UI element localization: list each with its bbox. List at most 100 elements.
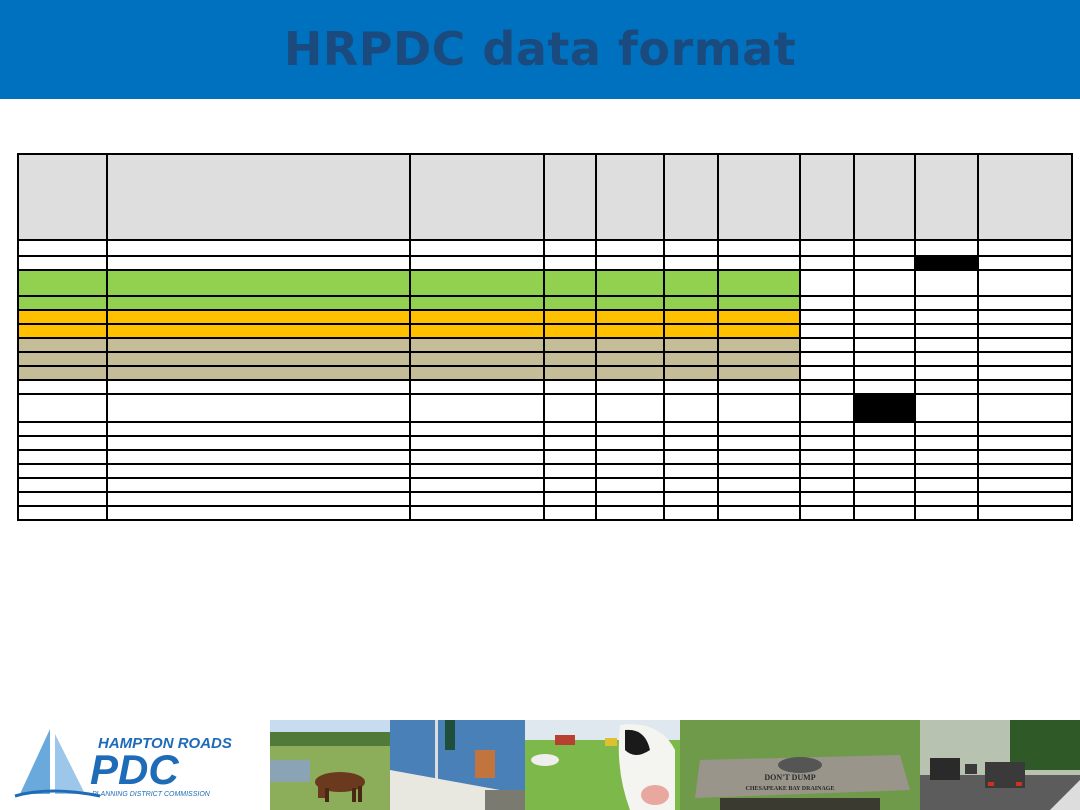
table-cell bbox=[853, 491, 916, 507]
table-cell bbox=[595, 323, 665, 339]
table-cell bbox=[663, 351, 719, 367]
table-cell bbox=[799, 365, 855, 381]
table-cell bbox=[409, 309, 545, 325]
table-cell bbox=[799, 239, 855, 257]
table-row bbox=[17, 435, 1073, 451]
table-cell bbox=[543, 323, 597, 339]
table-cell bbox=[799, 323, 855, 339]
table-cell bbox=[543, 269, 597, 297]
table-cell bbox=[663, 239, 719, 257]
table-row bbox=[17, 477, 1073, 493]
table-cell bbox=[106, 255, 411, 271]
table-cell bbox=[543, 505, 597, 521]
table-cell bbox=[595, 309, 665, 325]
table-cell bbox=[914, 295, 979, 311]
table-cell bbox=[853, 449, 916, 465]
table-cell bbox=[663, 491, 719, 507]
table-cell bbox=[977, 463, 1073, 479]
table-cell bbox=[663, 505, 719, 521]
photo-strip: DON'T DUMP CHESAPEAKE BAY DRAINAGE bbox=[270, 720, 1080, 810]
table-cell bbox=[106, 269, 411, 297]
table-cell bbox=[17, 255, 108, 271]
table-cell bbox=[106, 365, 411, 381]
table-cell bbox=[717, 435, 801, 451]
table-cell bbox=[717, 153, 801, 241]
table-cell bbox=[717, 463, 801, 479]
table-cell bbox=[853, 463, 916, 479]
table-cell bbox=[853, 255, 916, 271]
table-cell bbox=[799, 505, 855, 521]
table-cell bbox=[853, 365, 916, 381]
table-cell bbox=[717, 505, 801, 521]
table-row bbox=[17, 379, 1073, 395]
table-cell bbox=[106, 449, 411, 465]
table-cell bbox=[17, 323, 108, 339]
table-cell bbox=[663, 255, 719, 271]
traffic-photo bbox=[920, 720, 1080, 810]
table-cell bbox=[914, 255, 979, 271]
table-cell bbox=[717, 477, 801, 493]
table-cell bbox=[17, 365, 108, 381]
table-cell bbox=[799, 309, 855, 325]
table-cell bbox=[663, 463, 719, 479]
table-cell bbox=[595, 463, 665, 479]
table-cell bbox=[595, 435, 665, 451]
table-cell bbox=[799, 421, 855, 437]
table-cell bbox=[977, 435, 1073, 451]
table-cell bbox=[409, 323, 545, 339]
table-cell bbox=[17, 505, 108, 521]
table-cell bbox=[409, 491, 545, 507]
table-cell bbox=[17, 491, 108, 507]
table-row bbox=[17, 295, 1073, 311]
table-cell bbox=[409, 435, 545, 451]
table-cell bbox=[914, 393, 979, 423]
table-cell bbox=[543, 153, 597, 241]
table-cell bbox=[663, 323, 719, 339]
table-cell bbox=[853, 239, 916, 257]
table-cell bbox=[717, 393, 801, 423]
table-cell bbox=[595, 351, 665, 367]
table-cell bbox=[853, 269, 916, 297]
table-cell bbox=[977, 153, 1073, 241]
table-cell bbox=[595, 421, 665, 437]
table-row bbox=[17, 505, 1073, 521]
table-cell bbox=[595, 269, 665, 297]
table-cell bbox=[977, 323, 1073, 339]
table-cell bbox=[595, 337, 665, 353]
table-cell bbox=[914, 269, 979, 297]
table-cell bbox=[543, 477, 597, 493]
table-cell bbox=[595, 295, 665, 311]
table-cell bbox=[799, 153, 855, 241]
table-cell bbox=[717, 323, 801, 339]
table-row bbox=[17, 421, 1073, 437]
table-cell bbox=[799, 295, 855, 311]
table-cell bbox=[595, 239, 665, 257]
table-cell bbox=[717, 365, 801, 381]
table-cell bbox=[17, 309, 108, 325]
table-cell bbox=[914, 309, 979, 325]
table-cell bbox=[409, 295, 545, 311]
table-cell bbox=[914, 421, 979, 437]
table-cell bbox=[106, 463, 411, 479]
table-cell bbox=[914, 239, 979, 257]
table-cell bbox=[977, 421, 1073, 437]
table-cell bbox=[543, 337, 597, 353]
table-cell bbox=[543, 309, 597, 325]
table-cell bbox=[543, 295, 597, 311]
table-cell bbox=[663, 477, 719, 493]
table-cell bbox=[914, 153, 979, 241]
table-row bbox=[17, 255, 1073, 271]
table-cell bbox=[409, 421, 545, 437]
table-cell bbox=[663, 337, 719, 353]
table-cell bbox=[853, 351, 916, 367]
table-row bbox=[17, 239, 1073, 257]
table-cell bbox=[799, 379, 855, 395]
logo-line1: HAMPTON ROADS bbox=[98, 735, 232, 752]
table-cell bbox=[799, 393, 855, 423]
table-cell bbox=[595, 449, 665, 465]
table-cell bbox=[717, 295, 801, 311]
table-cell bbox=[717, 269, 801, 297]
table-cell bbox=[977, 255, 1073, 271]
table-cell bbox=[977, 379, 1073, 395]
table-cell bbox=[409, 337, 545, 353]
